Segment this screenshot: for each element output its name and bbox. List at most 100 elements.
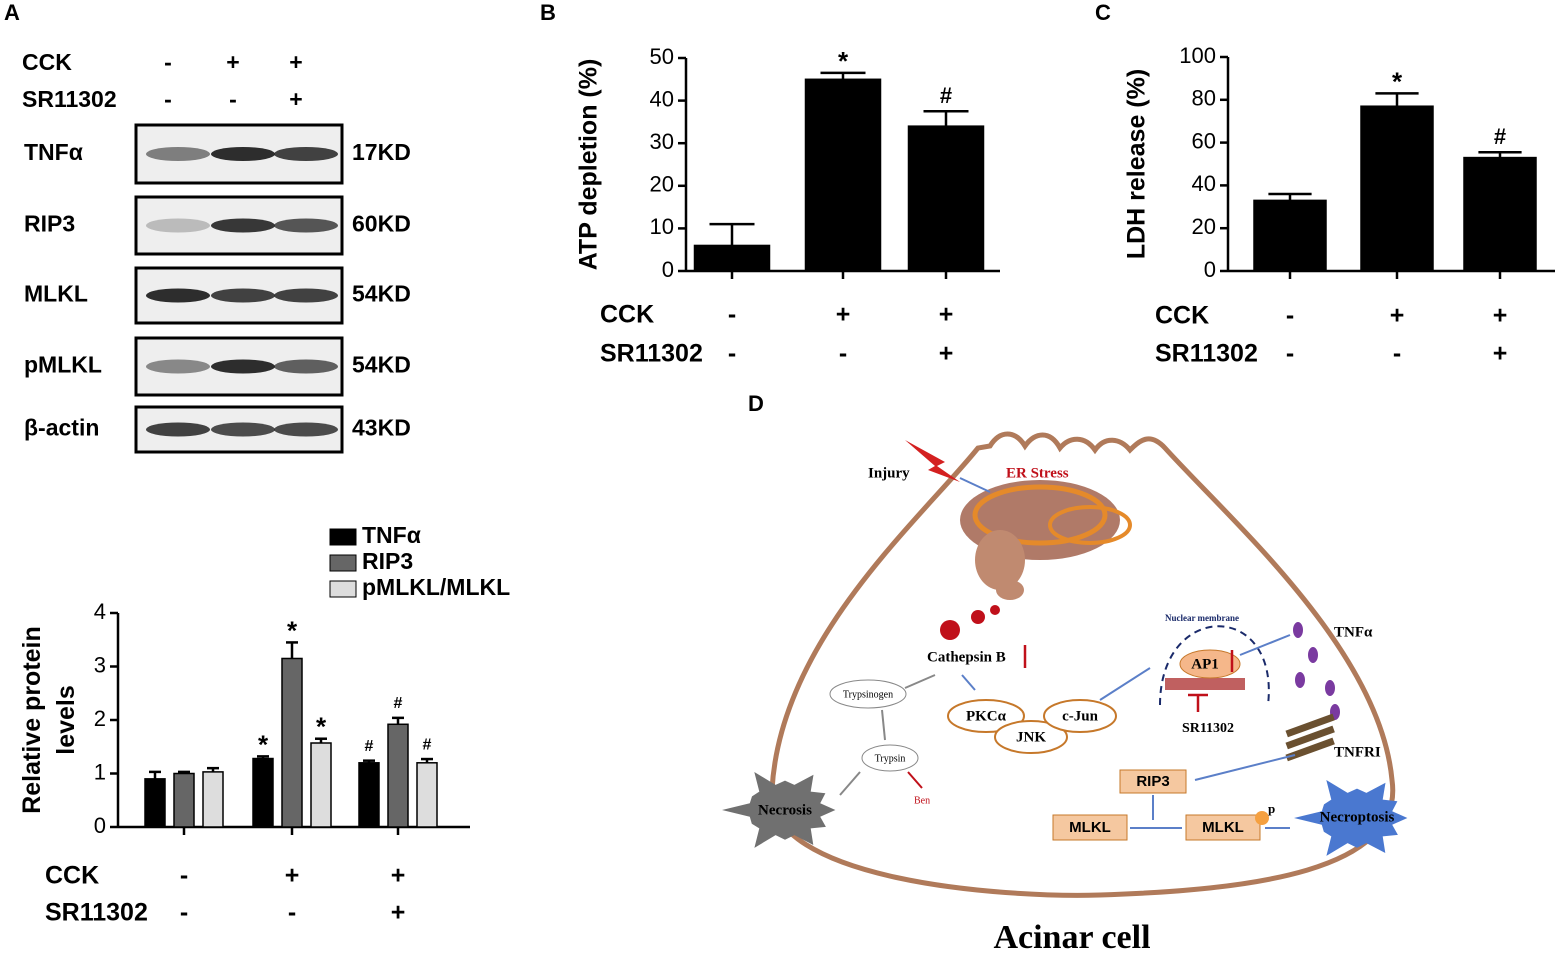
inhibit: [907, 771, 923, 789]
dna: [1165, 678, 1245, 690]
condition-sign: -: [229, 86, 237, 112]
node: [947, 699, 1025, 733]
y-tick-label: 0: [662, 257, 674, 282]
condition-sign: -: [1393, 340, 1401, 368]
bar: [416, 762, 438, 828]
necrosis-shape: [722, 772, 836, 848]
bar: [310, 742, 332, 828]
size-label: 54KD: [352, 352, 411, 378]
label: AP1: [1191, 656, 1219, 672]
condition-sign: -: [180, 899, 188, 927]
condition-sign: -: [1286, 302, 1294, 330]
band: [274, 359, 338, 374]
arrow: [904, 674, 936, 689]
y-tick-label: 30: [650, 129, 674, 154]
row-label: RIP3: [24, 211, 75, 237]
legend-label: RIP3: [362, 548, 413, 574]
label: Necrosis: [758, 802, 812, 818]
bar: [358, 762, 380, 828]
label: MLKL: [1069, 819, 1111, 836]
band: [274, 147, 338, 161]
label: p: [1268, 801, 1275, 816]
label: TNFα: [1334, 624, 1373, 640]
y-axis-label: LDH release (%): [1123, 69, 1151, 259]
label: Trypsinogen: [843, 689, 893, 700]
size-label: 43KD: [352, 415, 411, 441]
cathepsin-icons: [940, 605, 1000, 640]
condition-sign: +: [391, 899, 406, 927]
legend-swatch: [329, 554, 357, 572]
necroptosis-shape: [1294, 780, 1408, 856]
condition-sign: -: [728, 301, 736, 329]
significance: #: [940, 83, 952, 108]
y-tick-label: 100: [1179, 43, 1216, 68]
condition-sign: -: [288, 899, 296, 927]
box: [1185, 814, 1261, 841]
panel-letter: D: [748, 391, 764, 416]
row-label: MLKL: [24, 281, 88, 307]
band: [211, 218, 275, 233]
y-tick-label: 3: [94, 652, 106, 677]
significance: #: [423, 736, 432, 753]
condition-name: CCK: [1155, 302, 1209, 330]
arrow: [881, 709, 886, 741]
y-tick-label: 4: [94, 599, 106, 624]
arrow: [1099, 667, 1151, 701]
diagram-title: Acinar cell: [993, 919, 1150, 953]
condition-sign: +: [1390, 302, 1405, 330]
condition-sign: +: [939, 340, 954, 368]
condition-sign: +: [1493, 302, 1508, 330]
bar: [1463, 156, 1537, 272]
bar: [1360, 105, 1434, 272]
legend-label: pMLKL/MLKL: [362, 574, 510, 600]
size-label: 17KD: [352, 139, 411, 165]
condition-sign: -: [164, 86, 172, 112]
bar: [144, 778, 166, 828]
significance: *: [258, 729, 269, 759]
condition-name: CCK: [22, 49, 72, 75]
label: Trypsin: [875, 753, 906, 764]
y-tick-label: 50: [650, 44, 674, 69]
y-tick-label: 1: [94, 759, 106, 784]
condition-sign: +: [226, 49, 239, 75]
condition-sign: -: [1286, 340, 1294, 368]
condition-name: CCK: [600, 301, 654, 329]
label: Necroptosis: [1320, 809, 1395, 825]
y-tick-label: 80: [1192, 86, 1216, 111]
diagram: Injury ER Stress Cathepsin B Trypsinogen…: [769, 431, 1396, 953]
band: [274, 422, 338, 437]
bar: [202, 771, 224, 828]
label: ER Stress: [1006, 465, 1069, 481]
panel-letter: C: [1095, 0, 1111, 25]
arrow: [959, 477, 991, 493]
significance: *: [1392, 66, 1403, 96]
node: [1043, 699, 1117, 733]
row-label: pMLKL: [24, 352, 102, 378]
condition-name: SR11302: [600, 340, 703, 368]
y-tick-label: 0: [1204, 257, 1216, 282]
condition-sign: +: [391, 862, 406, 890]
arrow: [1194, 754, 1296, 781]
significance: #: [1494, 124, 1506, 149]
condition-sign: +: [285, 862, 300, 890]
y-tick-label: 2: [94, 706, 106, 731]
bar: [1253, 199, 1327, 272]
condition-sign: -: [728, 340, 736, 368]
condition-sign: -: [839, 340, 847, 368]
receptor: [1285, 713, 1335, 762]
significance: #: [365, 738, 374, 755]
label: c-Jun: [1062, 708, 1098, 724]
bar: [907, 125, 985, 272]
y-tick-label: 20: [650, 172, 674, 197]
condition-sign: +: [289, 49, 302, 75]
label: JNK: [1016, 729, 1046, 745]
label: Cathepsin B: [927, 649, 1006, 665]
bar: [252, 757, 274, 828]
band: [146, 147, 210, 161]
node: [994, 720, 1068, 754]
y-tick-label: 60: [1192, 128, 1216, 153]
label: Ben: [914, 795, 930, 806]
band: [211, 147, 275, 161]
y-axis-label: ATP depletion (%): [575, 59, 603, 271]
condition-name: SR11302: [1155, 340, 1258, 368]
